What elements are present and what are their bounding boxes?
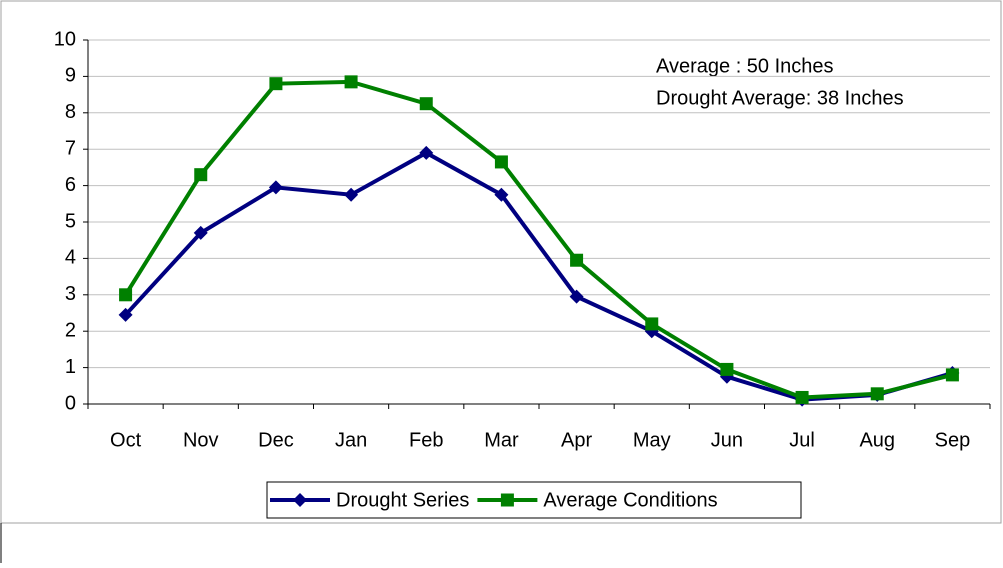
marker [795, 390, 809, 404]
y-tick-label: 7 [65, 137, 76, 159]
x-tick-label: Dec [258, 429, 294, 451]
marker [494, 187, 509, 202]
marker [344, 187, 359, 202]
x-tick-label: Jan [335, 429, 367, 451]
legend-label: Drought Series [336, 489, 469, 511]
y-tick-label: 8 [65, 101, 76, 123]
marker [419, 97, 433, 111]
marker [269, 77, 283, 91]
x-tick-label: Nov [183, 429, 219, 451]
marker [194, 168, 208, 182]
x-tick-label: Oct [110, 429, 142, 451]
marker [119, 288, 133, 302]
marker [118, 307, 133, 322]
marker [419, 145, 434, 160]
marker [344, 75, 358, 89]
x-tick-label: Aug [859, 429, 895, 451]
y-tick-label: 9 [65, 65, 76, 87]
marker [570, 253, 584, 267]
marker [293, 493, 307, 507]
chart-frame [0, 0, 1002, 524]
y-tick-label: 10 [54, 28, 76, 50]
legend-label: Average Conditions [543, 489, 717, 511]
y-tick-label: 4 [65, 247, 76, 269]
x-tick-label: Sep [935, 429, 971, 451]
x-tick-label: Mar [484, 429, 519, 451]
marker [500, 493, 514, 507]
series-line [123, 79, 953, 400]
x-tick-label: Jul [789, 429, 815, 451]
x-tick-label: Jun [711, 429, 743, 451]
y-tick-label: 5 [65, 210, 76, 232]
marker [268, 180, 283, 195]
x-tick-label: May [633, 429, 671, 451]
annotation: Average : 50 Inches [656, 55, 834, 77]
marker [720, 362, 734, 376]
marker [494, 155, 508, 169]
marker [193, 225, 208, 240]
x-tick-label: Apr [561, 429, 592, 451]
marker [569, 289, 584, 304]
annotation: Drought Average: 38 Inches [656, 87, 904, 109]
marker [870, 387, 884, 401]
marker [945, 368, 959, 382]
y-tick-label: 2 [65, 319, 76, 341]
y-tick-label: 6 [65, 174, 76, 196]
x-tick-label: Feb [409, 429, 443, 451]
marker [645, 317, 659, 331]
y-tick-label: 3 [65, 283, 76, 305]
y-tick-label: 0 [65, 392, 76, 414]
y-tick-label: 1 [65, 356, 76, 378]
